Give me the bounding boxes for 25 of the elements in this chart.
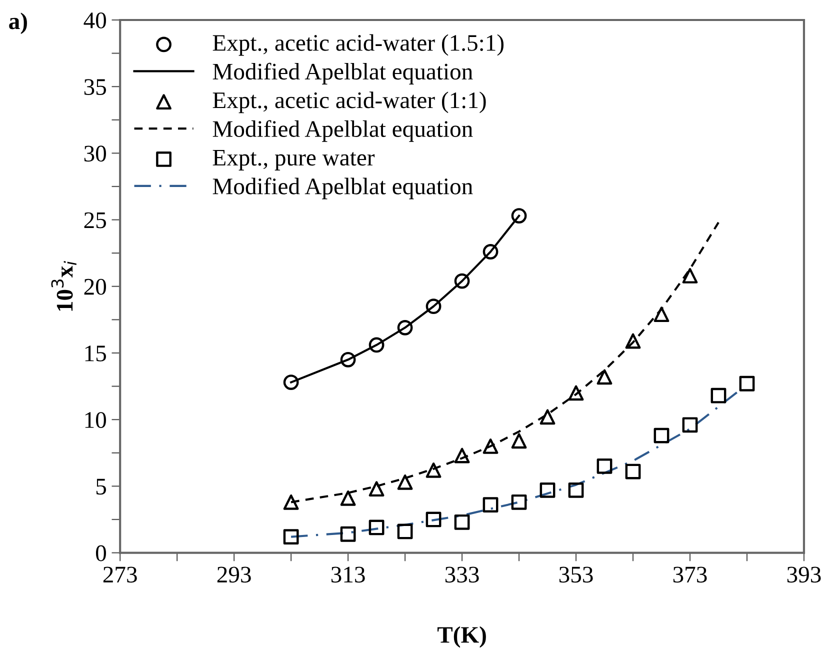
x-tick-label: 333 [445,566,479,583]
y-tick-label: 25 [84,212,106,228]
x-tick-label: 273 [103,566,137,583]
text: a) [9,12,27,34]
y-tick-label: 5 [96,478,106,495]
y-tick-label: 15 [85,346,106,362]
y-tick-label: 20 [84,278,106,295]
x-axis-title: T(K) [437,626,486,648]
legend-label: Modified Apelblat equation [212,62,473,84]
y-tick-label: 35 [84,79,106,96]
x-tick-label: 393 [787,566,821,583]
y-tick-label: 30 [84,146,106,162]
x-tick-label: 313 [331,566,365,583]
x-tick-label: 353 [559,566,593,583]
legend-label: Expt., acetic acid-water (1:1) [212,92,486,114]
legend-label: Modified Apelblat equation [212,178,473,200]
legend-label: Modified Apelblat equation [212,120,473,142]
y-tick-label: 40 [84,12,106,28]
y-tick-label: 0 [96,545,106,562]
legend-label: Expt., acetic acid-water (1.5:1) [212,34,504,56]
x-tick-label: 373 [673,566,707,583]
x-tick-label: 293 [217,566,251,583]
y-axis-title: 10$^{3}$x$_{i}$ [51,261,76,311]
y-tick-label: 10 [85,412,106,428]
legend-label: Expt., pure water [212,150,375,170]
